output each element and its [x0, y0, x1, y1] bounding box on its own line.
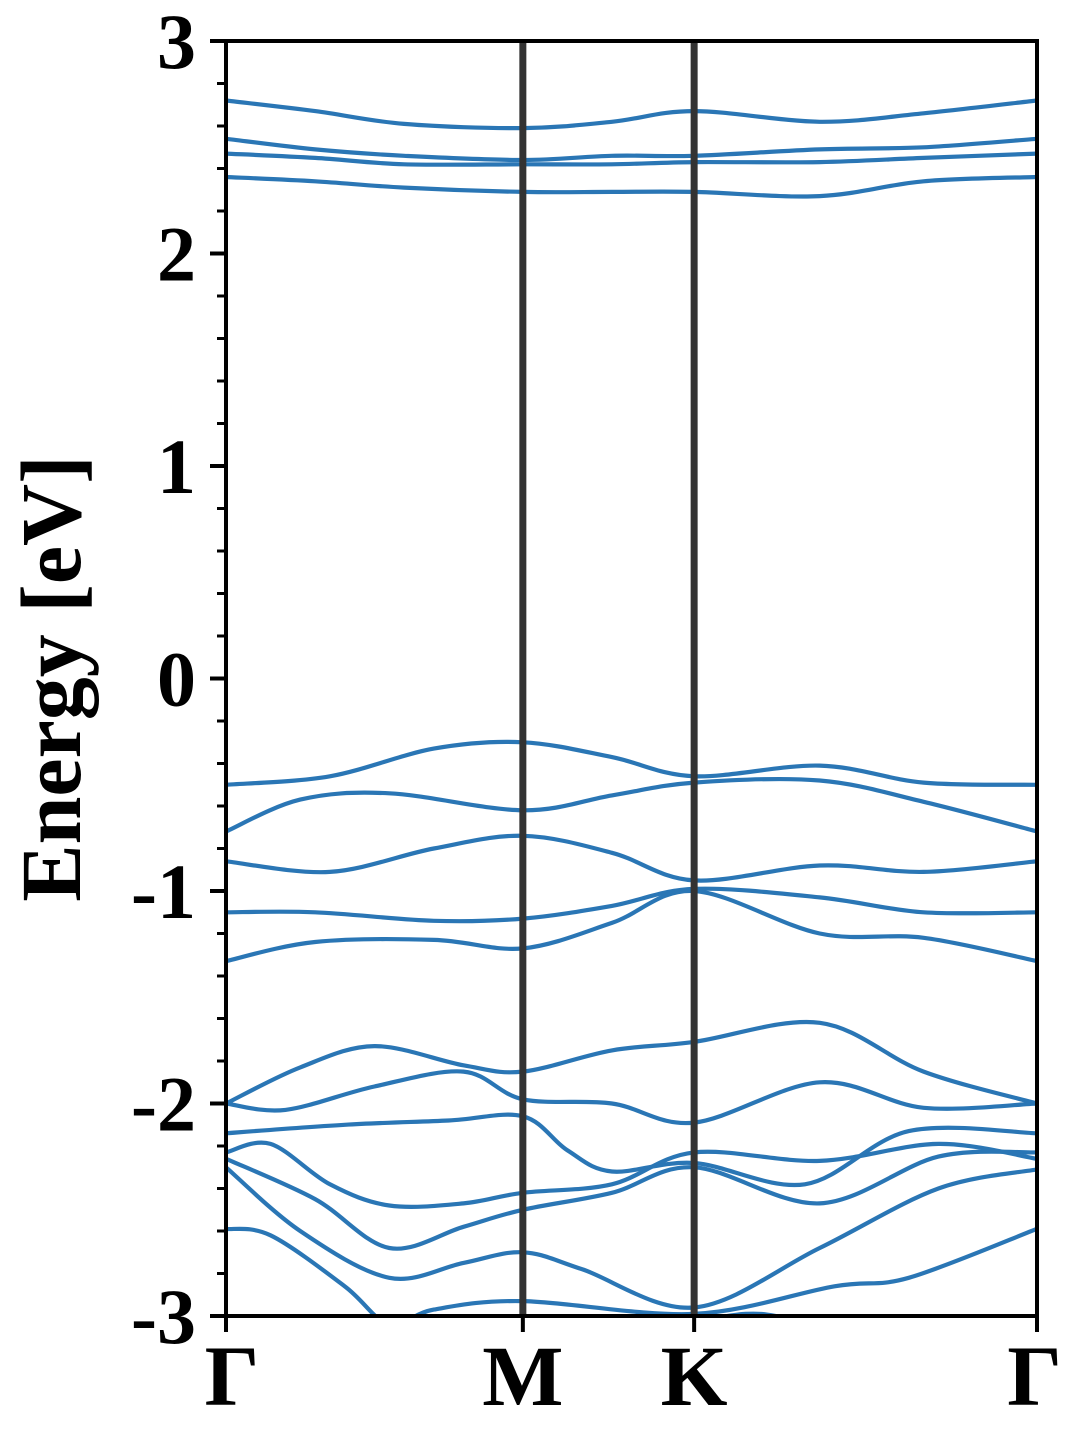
band-line-15 — [226, 1165, 1037, 1310]
band-line-1 — [226, 98, 1037, 131]
band-line-12 — [226, 1112, 1037, 1188]
band-line-6 — [226, 776, 1037, 834]
band-line-14 — [226, 1149, 1037, 1251]
k-point-label: Γ — [1007, 1328, 1062, 1424]
y-tick-label: 1 — [157, 423, 196, 510]
high-symmetry-lines — [519, 41, 698, 1316]
y-tick-label: 2 — [157, 211, 196, 298]
band-line-16 — [226, 1226, 1037, 1316]
bands-layer — [226, 98, 1037, 1316]
band-line-10 — [226, 1019, 1037, 1106]
band-line-17 — [713, 1311, 785, 1316]
band-line-4 — [226, 174, 1037, 199]
band-line-3 — [226, 151, 1037, 167]
band-line-9 — [226, 888, 1037, 964]
k-point-label: Γ — [205, 1328, 260, 1424]
y-tick-label: -1 — [131, 848, 196, 935]
band-line-2 — [226, 136, 1037, 163]
band-line-5 — [226, 739, 1037, 787]
band-line-11 — [226, 1069, 1037, 1126]
y-tick-label: 0 — [157, 636, 196, 723]
k-point-label: M — [482, 1328, 563, 1424]
y-ticks: -3 -2 -1 0 1 2 3 — [131, 0, 226, 1360]
band-line-8 — [226, 886, 1037, 924]
y-tick-label: -2 — [131, 1061, 196, 1148]
k-point-label: K — [661, 1328, 728, 1424]
band-line-7 — [226, 833, 1037, 883]
y-axis-label: Energy [eV] — [3, 455, 99, 902]
y-tick-label: 3 — [157, 0, 196, 85]
band-line-13 — [226, 1140, 1037, 1209]
y-tick-label: -3 — [131, 1273, 196, 1360]
